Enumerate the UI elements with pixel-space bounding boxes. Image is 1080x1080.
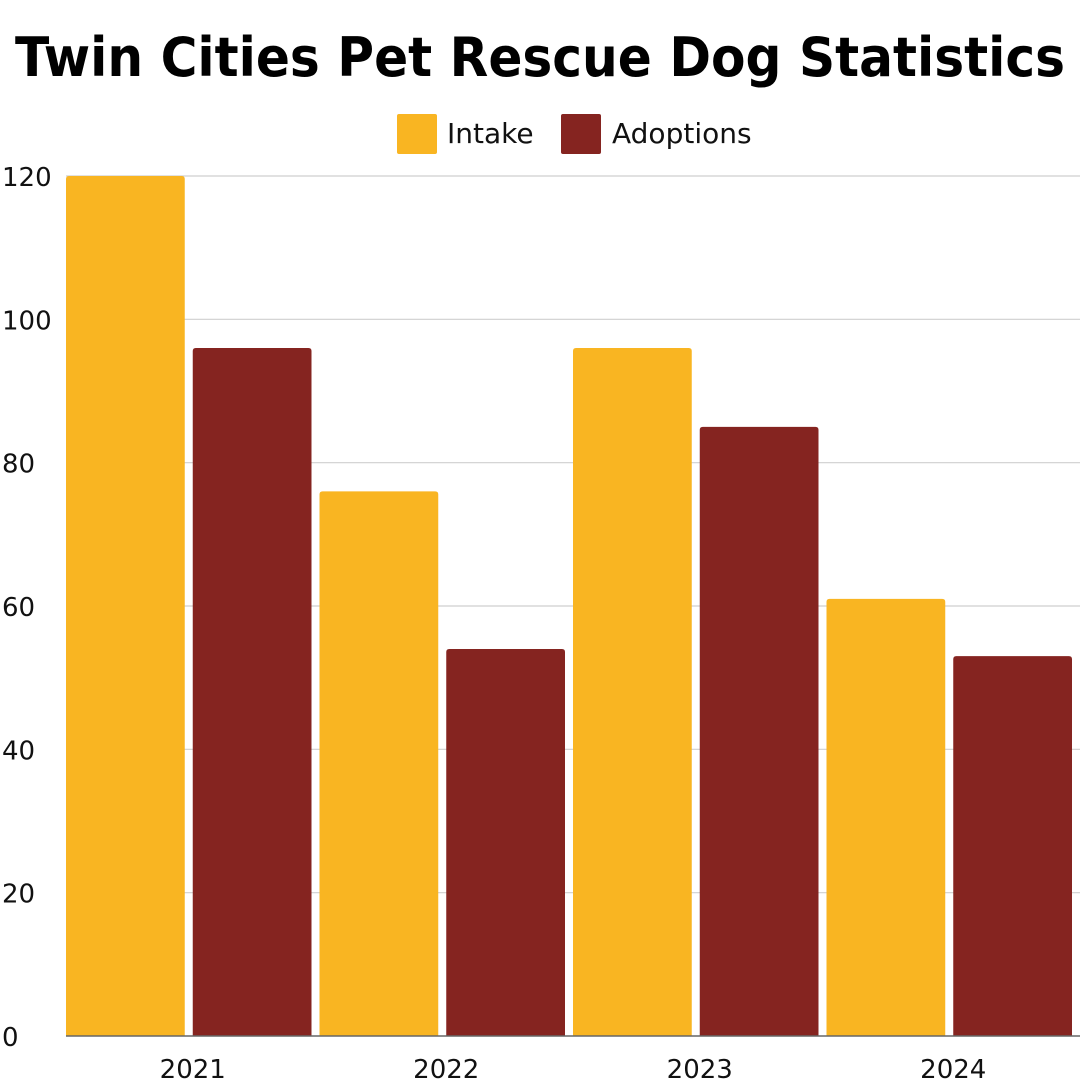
bar-adoptions-2022 xyxy=(446,649,565,1036)
chart-title: Twin Cities Pet Rescue Dog Statistics xyxy=(15,26,1065,89)
y-tick-label-120: 120 xyxy=(2,163,52,193)
y-tick-label-60: 60 xyxy=(2,593,35,623)
legend: Intake Adoptions xyxy=(397,114,752,154)
legend-swatch-intake xyxy=(397,114,437,154)
legend-swatch-adoptions xyxy=(561,114,601,154)
y-axis-ticks: 0 20 40 60 80 100 120 xyxy=(2,163,52,1053)
x-tick-label-2024: 2024 xyxy=(920,1055,986,1080)
bar-intake-2021 xyxy=(66,176,185,1036)
legend-label-intake: Intake xyxy=(447,117,534,150)
bar-intake-2024 xyxy=(826,598,946,1036)
y-tick-label-0: 0 xyxy=(2,1023,19,1053)
bar-adoptions-2024 xyxy=(953,656,1072,1036)
bar-adoptions-2021 xyxy=(192,348,312,1036)
legend-label-adoptions: Adoptions xyxy=(612,117,752,150)
x-tick-label-2022: 2022 xyxy=(413,1055,479,1080)
x-tick-label-2021: 2021 xyxy=(160,1055,226,1080)
bar-adoptions-2023 xyxy=(699,426,819,1036)
bars xyxy=(66,176,1072,1036)
x-tick-label-2023: 2023 xyxy=(667,1055,733,1080)
x-axis-ticks: 2021 2022 2023 2024 xyxy=(160,1055,987,1080)
y-tick-label-80: 80 xyxy=(2,450,35,480)
bar-intake-2023 xyxy=(573,348,692,1036)
bar-intake-2022 xyxy=(319,491,439,1036)
y-tick-label-100: 100 xyxy=(2,306,52,336)
y-tick-label-20: 20 xyxy=(2,880,35,910)
y-tick-label-40: 40 xyxy=(2,736,35,766)
